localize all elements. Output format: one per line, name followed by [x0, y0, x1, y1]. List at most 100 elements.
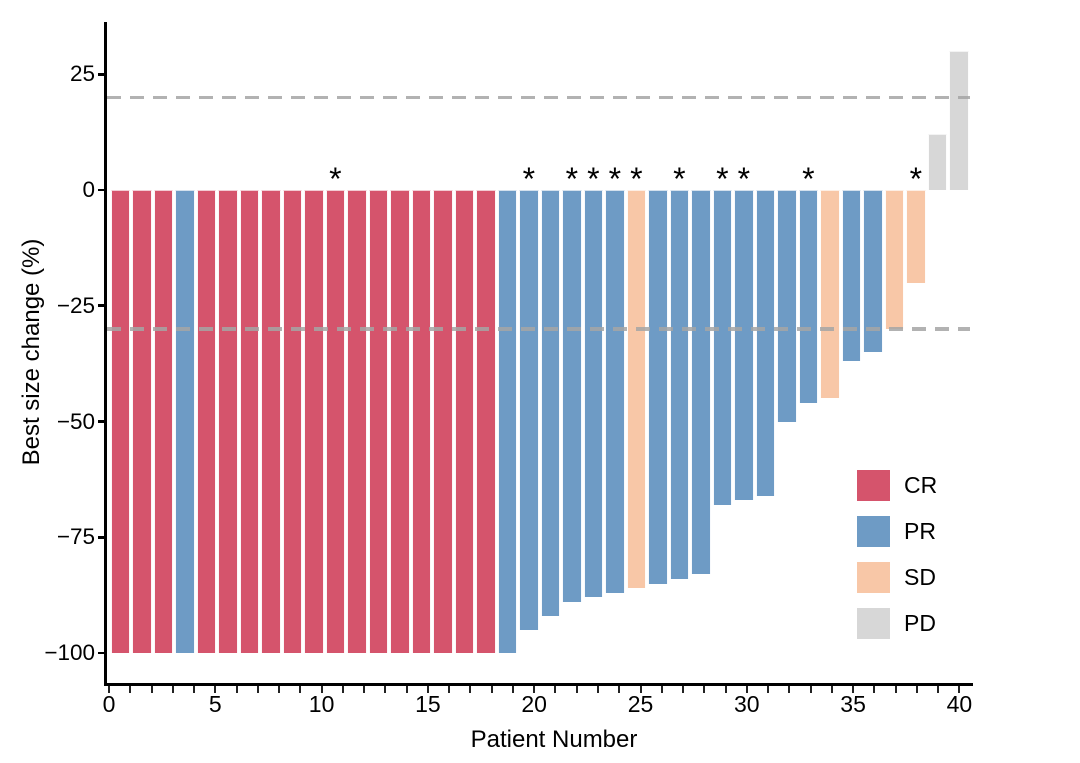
x-tick-label-10: 10	[308, 691, 335, 717]
x-tick-mark-7	[256, 686, 259, 693]
legend-label-pd: PD	[904, 610, 936, 636]
legend-swatch-cr	[857, 470, 890, 501]
patient-bar-20-pr	[519, 190, 539, 630]
legend-swatch-pr	[857, 516, 890, 547]
legend-label-sd: SD	[904, 564, 936, 590]
patient-bar-36-pr	[863, 190, 883, 353]
y-tick-mark--100	[97, 651, 105, 655]
y-axis-line	[104, 22, 107, 686]
patient-bar-17-cr	[454, 190, 475, 653]
asterisk-annotation-patient-22: *	[565, 161, 579, 197]
y-tick-mark--75	[97, 535, 105, 539]
x-tick-mark-27	[682, 686, 685, 693]
patient-bar-15-cr	[411, 190, 432, 653]
x-axis-title: Patient Number	[470, 726, 638, 753]
patient-bar-12-cr	[347, 190, 367, 653]
y-tick-label--25: −25	[56, 292, 95, 318]
legend-swatch-sd	[857, 562, 890, 593]
y-tick-label--100: −100	[44, 640, 95, 665]
x-tick-mark-40	[958, 686, 961, 693]
y-tick-label-25: 25	[69, 61, 95, 87]
x-tick-mark-10	[320, 686, 323, 693]
asterisk-annotation-patient-27: *	[673, 161, 686, 197]
patient-bar-24-pr	[605, 190, 625, 593]
x-tick-mark-13	[384, 686, 387, 693]
patient-bar-23-pr	[583, 190, 604, 598]
patient-bar-31-pr	[755, 190, 776, 496]
y-tick-mark-25	[97, 72, 105, 76]
x-tick-mark-15	[426, 686, 429, 693]
asterisk-annotation-patient-24: *	[608, 161, 622, 197]
patient-bar-38-sd	[906, 190, 926, 283]
x-tick-label-25: 25	[627, 691, 654, 717]
patient-bar-9-cr	[282, 190, 303, 653]
patient-bar-34-sd	[820, 190, 840, 399]
patient-bar-37-sd	[884, 190, 905, 329]
patient-bar-2-cr	[132, 190, 152, 653]
patient-bar-29-pr	[712, 190, 733, 505]
x-tick-mark-31	[767, 686, 770, 693]
x-tick-mark-33	[809, 686, 812, 693]
legend-label-pr: PR	[904, 518, 936, 544]
patient-bar-32-pr	[777, 190, 797, 422]
x-tick-mark-34	[830, 686, 833, 693]
x-tick-mark-28	[703, 686, 706, 693]
x-tick-mark-4	[193, 686, 196, 693]
asterisk-annotation-patient-29: *	[716, 161, 729, 197]
x-tick-mark-30	[745, 686, 748, 693]
x-tick-label-30: 30	[734, 691, 760, 717]
asterisk-annotation-patient-23: *	[587, 161, 600, 197]
asterisk-annotation-patient-25: *	[630, 161, 643, 197]
patient-bar-8-cr	[261, 190, 281, 653]
legend-label-cr: CR	[904, 472, 938, 498]
x-tick-mark-26	[660, 686, 663, 693]
patient-bar-18-cr	[476, 190, 496, 653]
asterisk-annotation-patient-20: *	[522, 161, 536, 197]
patient-bar-5-cr	[196, 190, 217, 653]
x-tick-mark-16	[448, 686, 451, 693]
patient-bar-27-pr	[669, 190, 690, 579]
legend-swatch-pd	[857, 608, 890, 639]
x-tick-mark-29	[724, 686, 727, 693]
x-tick-mark-21	[554, 686, 557, 693]
x-tick-label-40: 40	[946, 691, 973, 717]
patient-bar-11-cr	[325, 190, 346, 653]
x-tick-mark-38	[915, 686, 918, 693]
x-tick-mark-3	[171, 686, 174, 693]
x-tick-mark-23	[596, 686, 599, 693]
patient-bar-21-pr	[540, 190, 561, 616]
patient-bar-39-pd	[927, 134, 948, 190]
x-tick-mark-0	[108, 686, 110, 693]
x-tick-label-15: 15	[415, 691, 441, 717]
patient-bar-10-cr	[304, 190, 324, 653]
patient-bar-3-cr	[153, 190, 174, 653]
y-tick-mark--25	[97, 304, 105, 308]
x-tick-label-35: 35	[840, 691, 866, 717]
asterisk-annotation-patient-38: *	[909, 161, 923, 197]
patient-bar-26-pr	[648, 190, 668, 584]
patient-bar-6-cr	[218, 190, 238, 653]
asterisk-annotation-patient-33: *	[802, 161, 815, 197]
patient-bar-22-pr	[562, 190, 582, 603]
patient-bar-13-cr	[368, 190, 389, 653]
patient-bar-30-pr	[734, 190, 754, 501]
x-tick-mark-20	[533, 686, 536, 693]
x-tick-mark-14	[405, 686, 408, 693]
x-tick-mark-25	[639, 686, 642, 693]
x-tick-mark-1	[129, 686, 132, 693]
asterisk-annotation-patient-30: *	[737, 161, 751, 197]
y-tick-mark--50	[97, 420, 105, 423]
x-tick-mark-39	[937, 686, 940, 693]
x-tick-mark-6	[235, 686, 238, 693]
x-tick-mark-9	[299, 686, 302, 693]
patient-bar-1-cr	[110, 190, 131, 653]
y-tick-label--75: −75	[56, 524, 95, 550]
asterisk-annotation-patient-11: *	[329, 161, 342, 197]
x-tick-mark-11	[341, 686, 344, 693]
x-tick-mark-8	[278, 686, 281, 693]
patient-bar-35-pr	[841, 190, 862, 362]
reference-line-minus30	[107, 327, 970, 331]
y-tick-label-0: 0	[82, 177, 95, 202]
reference-line-plus20	[107, 95, 970, 100]
